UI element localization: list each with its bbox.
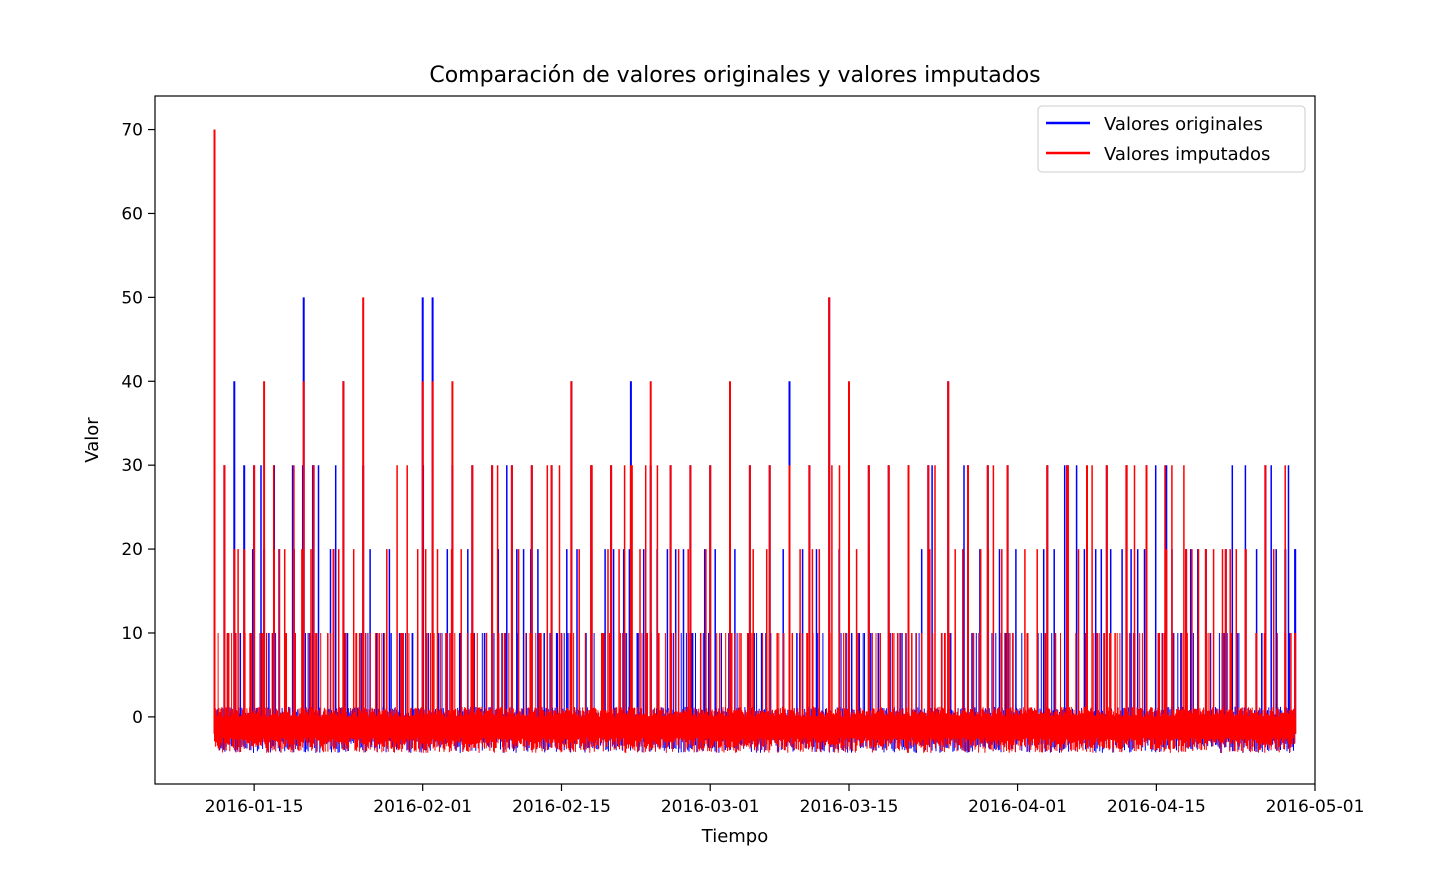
x-axis: 2016-01-15 2016-02-01 2016-02-15 2016-03-01… <box>205 784 1365 817</box>
x-tick-label: 2016-05-01 <box>1266 797 1365 817</box>
y-tick-label: 70 <box>121 121 143 141</box>
y-tick-label: 20 <box>121 540 143 560</box>
y-axis: 0 10 20 30 40 50 60 70 <box>121 121 155 728</box>
x-tick-label: 2016-02-01 <box>373 797 472 817</box>
x-tick-label: 2016-01-15 <box>205 797 304 817</box>
legend-box <box>1037 105 1306 173</box>
y-tick-label: 30 <box>121 456 143 476</box>
x-tick-label: 2016-02-15 <box>512 797 611 817</box>
chart-title: Comparación de valores originales y valo… <box>429 63 1040 88</box>
x-tick-label: 2016-03-01 <box>661 797 760 817</box>
plot-frame <box>154 95 1316 785</box>
y-tick-label: 50 <box>121 288 143 308</box>
y-tick-label: 10 <box>121 624 143 644</box>
legend: Valores originales Valores imputados <box>1037 105 1306 173</box>
series-layer <box>213 129 1297 753</box>
x-tick-label: 2016-03-15 <box>800 797 899 817</box>
legend-label-originales: Valores originales <box>1104 114 1263 135</box>
legend-label-imputados: Valores imputados <box>1104 144 1270 165</box>
y-tick-label: 0 <box>132 708 143 728</box>
y-tick-label: 40 <box>121 372 143 392</box>
x-axis-label: Tiempo <box>701 826 769 847</box>
series-imputados <box>213 129 1297 753</box>
y-tick-label: 60 <box>121 204 143 224</box>
y-axis-label: Valor <box>82 417 103 463</box>
x-tick-label: 2016-04-01 <box>968 797 1067 817</box>
x-tick-label: 2016-04-15 <box>1107 797 1206 817</box>
